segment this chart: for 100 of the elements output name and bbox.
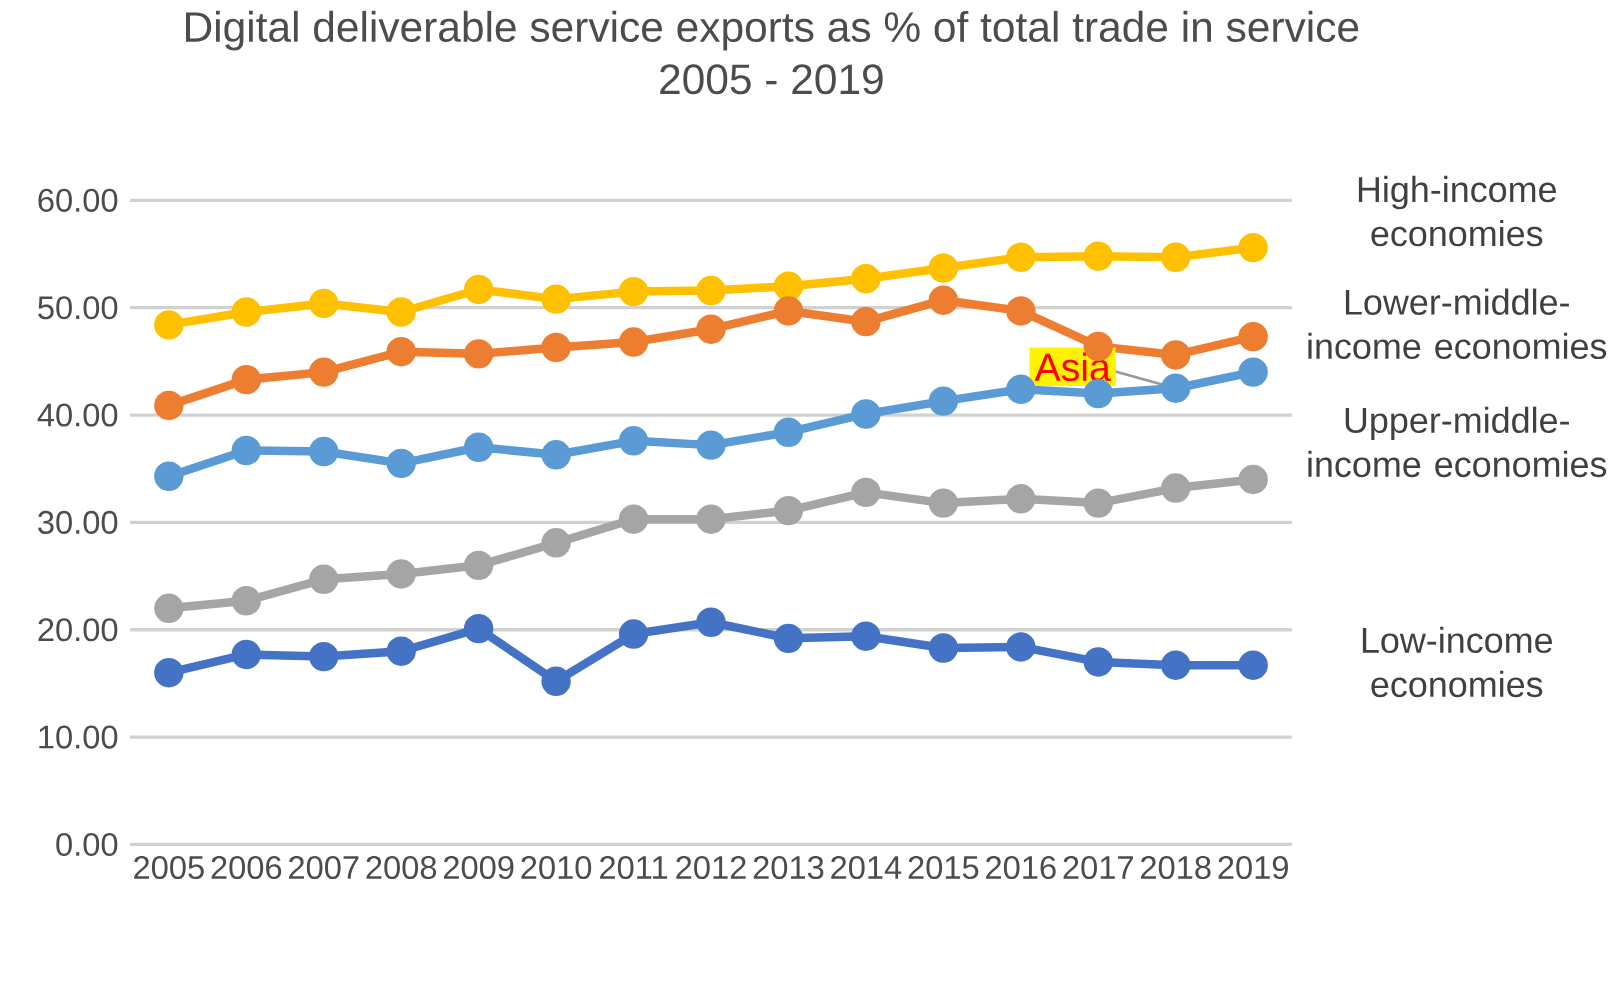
x-tick-label: 2010 <box>521 856 592 880</box>
point <box>1238 322 1268 352</box>
point <box>1083 488 1113 518</box>
text: High-income economies <box>1358 175 1556 247</box>
point <box>309 436 339 467</box>
point <box>618 504 649 534</box>
point <box>773 271 804 301</box>
point <box>231 364 261 395</box>
point <box>1238 464 1268 495</box>
series-label: Lower-middle-income economies <box>1308 288 1607 360</box>
point <box>1238 650 1268 680</box>
point <box>386 337 416 367</box>
point <box>928 488 959 518</box>
point <box>696 314 726 344</box>
point <box>618 426 649 456</box>
point <box>851 264 881 294</box>
x-tick-label: 2011 <box>600 856 668 880</box>
point <box>1006 632 1036 662</box>
point <box>154 310 184 340</box>
point <box>541 666 571 697</box>
point <box>1006 296 1036 326</box>
point <box>463 614 494 644</box>
x-tick-label: 2015 <box>908 856 979 880</box>
point <box>1161 242 1191 272</box>
y-tick-label: 30.00 <box>38 510 118 534</box>
point <box>386 559 416 589</box>
point <box>1161 650 1191 680</box>
point <box>1083 241 1113 271</box>
point <box>541 528 571 558</box>
annotation: Asia <box>1034 352 1111 382</box>
x-tick-label: 2017 <box>1063 856 1133 880</box>
point <box>928 285 959 315</box>
series-label: Upper-middle-income economies <box>1308 406 1607 478</box>
point <box>541 440 571 470</box>
point <box>928 386 959 416</box>
y-tick-label: 0.00 <box>56 832 118 857</box>
point <box>386 448 416 479</box>
point <box>231 586 261 616</box>
x-tick-label: 2018 <box>1141 856 1211 880</box>
x-tick-label: 2008 <box>366 856 437 880</box>
point <box>231 639 261 670</box>
point <box>1238 232 1268 263</box>
point <box>154 593 184 624</box>
point <box>1006 242 1036 272</box>
point <box>309 641 339 672</box>
point <box>773 623 804 654</box>
point <box>928 633 959 663</box>
point <box>1006 374 1036 405</box>
point <box>696 430 726 460</box>
text: Low-income economies <box>1362 626 1552 698</box>
point <box>928 253 959 283</box>
point <box>1238 357 1268 387</box>
y-tick-label: 40.00 <box>37 403 118 427</box>
point <box>773 296 804 326</box>
x-tick-label: 2014 <box>831 856 902 880</box>
point <box>618 327 649 357</box>
chart-subtitle: 2005 - 2019 <box>660 64 883 95</box>
chart-title: Digital deliverable service exports as % of total trade in service <box>186 10 1359 51</box>
point <box>309 564 339 595</box>
point <box>386 297 416 327</box>
point <box>696 275 726 306</box>
point <box>154 461 184 491</box>
x-tick-label: 2016 <box>986 856 1056 880</box>
point <box>386 636 416 666</box>
point <box>1006 484 1036 514</box>
point <box>1161 473 1191 503</box>
x-tick-label: 2012 <box>676 856 746 880</box>
point <box>851 477 881 508</box>
point <box>309 288 339 319</box>
y-tick-label: 10.00 <box>39 725 118 749</box>
x-tick-label: 2006 <box>211 856 282 880</box>
point <box>231 435 261 466</box>
point <box>231 297 261 327</box>
x-tick-label: 2013 <box>753 856 824 880</box>
point <box>851 399 881 429</box>
point <box>154 390 184 421</box>
point <box>541 332 571 363</box>
point <box>463 432 494 462</box>
point <box>696 607 726 637</box>
point <box>696 504 726 534</box>
point <box>618 276 649 307</box>
point <box>618 619 649 649</box>
point <box>851 307 881 337</box>
point <box>773 495 804 526</box>
point <box>851 621 881 651</box>
point <box>463 274 494 305</box>
x-tick-label: 2019 <box>1218 856 1288 880</box>
point <box>1083 647 1113 677</box>
point <box>463 339 494 369</box>
point <box>1161 373 1191 403</box>
point <box>154 658 184 688</box>
y-tick-label: 50.00 <box>38 296 118 320</box>
y-tick-label: 60.00 <box>38 188 118 212</box>
point <box>773 417 804 447</box>
point <box>1161 340 1191 370</box>
x-tick-label: 2007 <box>289 856 359 880</box>
x-tick-label: 2005 <box>134 856 204 880</box>
point <box>309 357 339 387</box>
point <box>541 284 571 314</box>
point <box>463 550 494 581</box>
